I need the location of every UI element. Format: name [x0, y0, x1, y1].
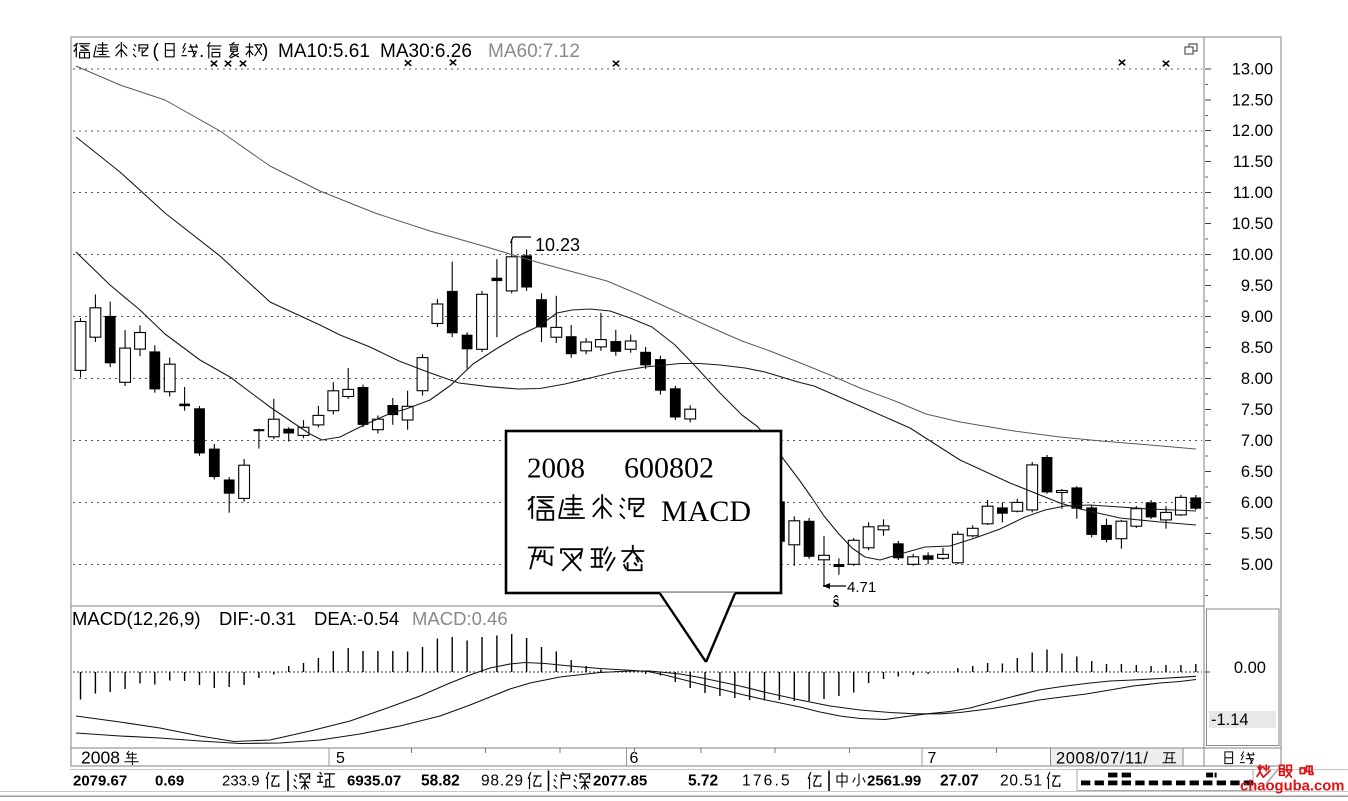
svg-text:MACD(12,26,9): MACD(12,26,9): [72, 608, 201, 629]
svg-text:10.23: 10.23: [535, 235, 580, 255]
svg-text:6.00: 6.00: [1241, 494, 1273, 512]
svg-text:13.00: 13.00: [1232, 60, 1273, 78]
svg-text:12.00: 12.00: [1232, 122, 1273, 140]
svg-text:5.50: 5.50: [1241, 525, 1273, 543]
svg-text:): ): [262, 41, 268, 62]
svg-text:DEA:-0.54: DEA:-0.54: [314, 608, 399, 629]
svg-text:5: 5: [336, 750, 345, 767]
svg-text:MA30:6.26: MA30:6.26: [380, 41, 472, 62]
svg-text:12.50: 12.50: [1232, 91, 1273, 109]
svg-text:11.00: 11.00: [1233, 184, 1273, 202]
svg-text:ŝ: ŝ: [833, 592, 840, 611]
svg-text:2079.67: 2079.67: [73, 773, 127, 790]
svg-text:10.50: 10.50: [1232, 215, 1273, 233]
svg-text:8.50: 8.50: [1241, 339, 1273, 357]
svg-text:6935.07: 6935.07: [347, 773, 401, 790]
svg-text:2008/07/11/: 2008/07/11/: [1056, 750, 1149, 768]
svg-text:176.5: 176.5: [742, 773, 792, 790]
svg-text:DIF:-0.31: DIF:-0.31: [219, 608, 296, 629]
svg-text:6: 6: [630, 750, 639, 767]
svg-text:10.00: 10.00: [1232, 246, 1273, 264]
svg-text:4.71: 4.71: [847, 579, 876, 596]
svg-text:600802: 600802: [624, 452, 714, 485]
svg-text:98.29: 98.29: [481, 773, 524, 790]
svg-text:MA10:5.61: MA10:5.61: [278, 41, 370, 62]
svg-text:27.07: 27.07: [940, 773, 979, 790]
svg-text:7.50: 7.50: [1241, 401, 1273, 419]
svg-text:(: (: [153, 41, 160, 62]
svg-text:6.50: 6.50: [1241, 463, 1273, 481]
svg-text:58.82: 58.82: [421, 773, 460, 790]
svg-text:MA60:7.12: MA60:7.12: [488, 41, 580, 62]
svg-text:8.00: 8.00: [1241, 370, 1273, 388]
svg-text:7: 7: [928, 750, 937, 767]
svg-text:chaoguba.com: chaoguba.com: [1240, 779, 1344, 795]
svg-text:0.00: 0.00: [1234, 659, 1266, 677]
svg-text:MACD:0.46: MACD:0.46: [412, 608, 508, 629]
svg-text:2008: 2008: [527, 453, 585, 485]
svg-text:-1.14: -1.14: [1211, 711, 1249, 729]
svg-text:11.50: 11.50: [1233, 153, 1273, 171]
svg-text:9.50: 9.50: [1241, 277, 1273, 295]
svg-text:.: .: [199, 41, 204, 62]
svg-text:5.00: 5.00: [1241, 556, 1273, 574]
svg-text:0.69: 0.69: [155, 773, 184, 790]
svg-text:20.51: 20.51: [1000, 773, 1043, 790]
svg-text:MACD: MACD: [661, 495, 751, 528]
svg-text:2008: 2008: [81, 748, 120, 768]
svg-text:2077.85: 2077.85: [593, 773, 647, 790]
svg-text:5.72: 5.72: [688, 773, 718, 790]
svg-text:9.00: 9.00: [1241, 308, 1273, 326]
svg-text:233.9: 233.9: [222, 773, 260, 790]
svg-text:2561.99: 2561.99: [867, 773, 921, 790]
svg-text:7.00: 7.00: [1241, 432, 1273, 450]
